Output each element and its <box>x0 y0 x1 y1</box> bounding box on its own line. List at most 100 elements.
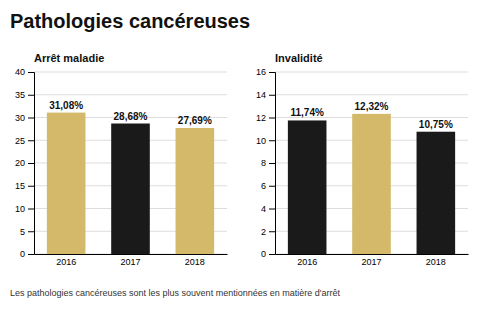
tick-label: 2017 <box>361 257 381 267</box>
tick: 25 <box>15 136 34 146</box>
bar <box>288 120 327 254</box>
tick: 5 <box>20 227 34 237</box>
tick: 15 <box>15 181 34 191</box>
tick-label: 25 <box>15 136 25 146</box>
tick: 2017 <box>361 257 381 267</box>
data-label: 11,74% <box>290 107 323 118</box>
tick-label: 14 <box>256 90 266 100</box>
chart: Pathologies cancéreuses Les pathologies c… <box>0 0 480 311</box>
tick: 2016 <box>56 257 76 267</box>
bars <box>288 114 455 254</box>
tick-mark <box>28 186 34 187</box>
subtitle: Invalidité <box>275 52 323 64</box>
tick-label: 5 <box>20 227 25 237</box>
tick-label: 15 <box>15 181 25 191</box>
tick: 8 <box>261 158 275 168</box>
tick-label: 16 <box>256 67 266 77</box>
data-label: 31,08% <box>49 100 83 111</box>
x-axis: 2016 2017 2018 <box>276 255 469 268</box>
tick-label: 12 <box>256 113 266 123</box>
tick-mark <box>269 140 275 141</box>
bar <box>417 132 456 254</box>
data-label: 28,68% <box>114 111 148 122</box>
footnote: Les pathologies cancéreuses sont les plu… <box>10 288 340 298</box>
plot: Arrêt maladie 31,08% 28,68% 27,69% 0 5 10 15 20 2… <box>15 52 228 267</box>
y-axis: 0 5 10 15 20 25 30 35 40 <box>15 67 35 259</box>
axis-line <box>276 254 469 255</box>
tick-mark <box>269 231 275 232</box>
grid-line <box>275 94 468 95</box>
grid <box>34 72 227 254</box>
y-axis: 0 2 4 6 8 10 12 14 16 <box>256 67 276 259</box>
tick-mark <box>28 209 34 210</box>
tick: 2 <box>261 227 275 237</box>
axis-line <box>35 254 228 255</box>
tick-mark <box>28 140 34 141</box>
tick: 40 <box>15 67 34 77</box>
tick: 2017 <box>120 257 140 267</box>
tick: 10 <box>15 204 34 214</box>
grid-line <box>34 94 227 95</box>
tick-mark <box>269 254 275 255</box>
tick-mark <box>28 254 34 255</box>
bars <box>47 113 214 254</box>
grid-line <box>34 72 227 73</box>
tick-mark <box>269 95 275 96</box>
tick: 12 <box>256 113 275 123</box>
tick: 35 <box>15 90 34 100</box>
tick: 2018 <box>426 257 446 267</box>
tick-label: 2017 <box>120 257 140 267</box>
tick: 20 <box>15 158 34 168</box>
tick-mark <box>28 231 34 232</box>
data-labels: 11,74% 12,32% 10,75% <box>290 101 452 130</box>
grid <box>275 72 468 254</box>
axis-line <box>28 73 35 255</box>
tick-label: 10 <box>15 204 25 214</box>
tick: 6 <box>261 181 275 191</box>
tick-label: 8 <box>261 158 266 168</box>
subtitle: Arrêt maladie <box>34 52 104 64</box>
axis-line <box>269 73 276 255</box>
data-label: 12,32% <box>355 101 389 112</box>
tick: 0 <box>20 249 34 259</box>
x-axis: 2016 2017 2018 <box>35 255 228 268</box>
tick: 30 <box>15 113 34 123</box>
tick-label: 2 <box>261 227 266 237</box>
tick-mark <box>28 72 34 73</box>
tick-mark <box>28 95 34 96</box>
tick: 0 <box>261 249 275 259</box>
tick-mark <box>269 163 275 164</box>
tick-mark <box>28 118 34 119</box>
tick-mark <box>269 209 275 210</box>
tick-label: 0 <box>261 249 266 259</box>
tick-label: 4 <box>261 204 266 214</box>
tick-label: 40 <box>15 67 25 77</box>
tick-label: 35 <box>15 90 25 100</box>
tick-label: 2016 <box>56 257 76 267</box>
data-labels: 31,08% 28,68% 27,69% <box>49 100 212 126</box>
grid-line <box>275 72 468 73</box>
tick: 10 <box>256 136 275 146</box>
tick: 2018 <box>185 257 205 267</box>
tick: 2016 <box>297 257 317 267</box>
tick-label: 6 <box>261 181 266 191</box>
bar <box>47 113 86 254</box>
tick: 4 <box>261 204 275 214</box>
tick: 14 <box>256 90 275 100</box>
data-label: 27,69% <box>178 115 212 126</box>
tick-label: 2018 <box>185 257 205 267</box>
tick-label: 0 <box>20 249 25 259</box>
tick-label: 10 <box>256 136 266 146</box>
bar <box>176 128 215 254</box>
bar <box>111 124 150 254</box>
tick-mark <box>269 72 275 73</box>
tick-mark <box>28 163 34 164</box>
tick-mark <box>269 118 275 119</box>
plot: Invalidité 11,74% 12,32% 10,75% 0 2 4 6 8 10 12 14 1… <box>256 52 469 267</box>
tick-label: 2016 <box>297 257 317 267</box>
tick: 16 <box>256 67 275 77</box>
data-label: 10,75% <box>419 119 453 130</box>
tick-label: 30 <box>15 113 25 123</box>
bar <box>352 114 391 254</box>
title: Pathologies cancéreuses <box>10 10 250 32</box>
